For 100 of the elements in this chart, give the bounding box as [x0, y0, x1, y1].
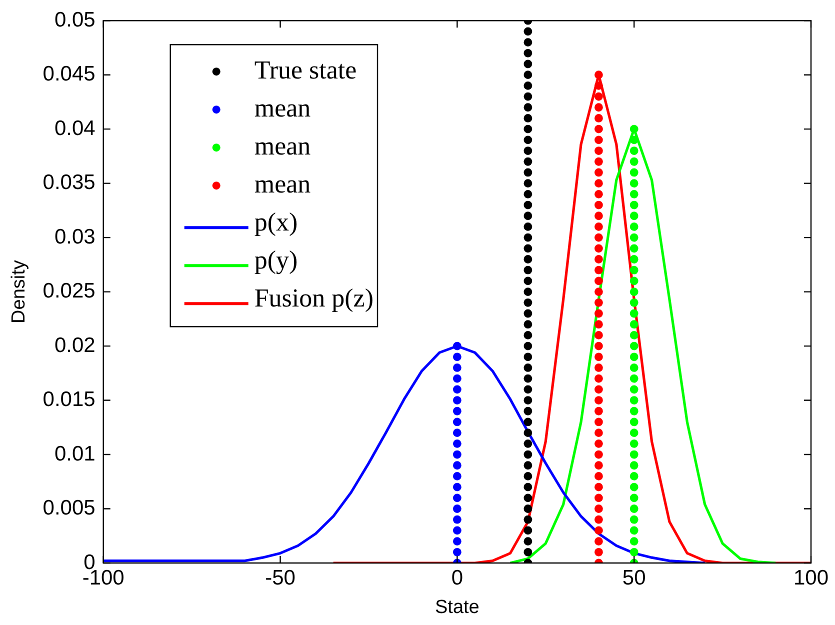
point — [452, 461, 462, 470]
point — [594, 450, 603, 459]
y-tick-label: 0.035 — [42, 171, 96, 194]
point — [594, 418, 603, 426]
point — [630, 288, 638, 296]
point — [630, 515, 638, 524]
y-tick-label: 0.045 — [42, 62, 96, 86]
point — [452, 504, 462, 513]
x-tick-label: 50 — [622, 566, 646, 590]
point — [594, 364, 603, 372]
point — [630, 548, 638, 556]
point — [630, 276, 638, 286]
point — [594, 330, 603, 340]
point — [524, 168, 532, 177]
y-tick-label: 0.01 — [54, 442, 96, 466]
point — [594, 266, 603, 274]
point — [452, 418, 462, 426]
point — [594, 526, 603, 535]
point — [524, 428, 532, 438]
y-tick-label: 0.05 — [54, 8, 96, 32]
point — [524, 385, 532, 394]
point — [524, 352, 532, 362]
point — [594, 136, 603, 144]
point — [594, 320, 603, 329]
point — [594, 179, 603, 188]
point — [524, 103, 532, 112]
point — [630, 537, 638, 546]
point — [594, 352, 603, 362]
point — [524, 450, 532, 459]
point — [630, 461, 638, 470]
point — [452, 374, 462, 383]
point — [524, 472, 532, 480]
point — [524, 342, 532, 350]
point — [524, 276, 532, 286]
point — [594, 374, 603, 383]
point — [594, 212, 603, 220]
point — [594, 504, 603, 513]
x-axis-title: State — [434, 596, 480, 618]
legend-label: mean — [254, 169, 311, 198]
point — [594, 494, 603, 502]
y-tick-label: 0.03 — [54, 225, 96, 248]
point — [630, 482, 638, 492]
legend-label: p(y) — [254, 245, 298, 274]
y-axis-title: Density — [8, 260, 30, 324]
point — [630, 320, 638, 329]
point — [524, 233, 532, 242]
point — [524, 515, 532, 524]
point — [630, 396, 638, 404]
point — [630, 374, 638, 383]
point — [630, 157, 638, 166]
point — [630, 136, 638, 144]
y-tick-label: 0.025 — [42, 280, 96, 303]
point — [524, 70, 532, 80]
point — [630, 212, 638, 220]
point — [524, 255, 532, 264]
point — [524, 330, 532, 340]
point — [452, 450, 462, 459]
point — [594, 222, 603, 231]
point — [630, 472, 638, 480]
point — [452, 439, 462, 448]
point — [452, 406, 462, 416]
legend-label: p(x) — [254, 207, 298, 236]
point — [630, 330, 638, 340]
point — [630, 233, 638, 242]
point — [452, 385, 462, 394]
point — [630, 418, 638, 426]
point — [524, 418, 532, 426]
point — [594, 114, 603, 122]
point — [594, 146, 603, 155]
y-tick-label: 0.005 — [42, 496, 96, 520]
point — [594, 70, 603, 80]
point — [630, 450, 638, 459]
point — [524, 406, 532, 416]
point — [594, 439, 603, 448]
point — [594, 276, 603, 286]
point — [630, 190, 638, 198]
point — [630, 255, 638, 264]
point — [524, 222, 532, 231]
point — [630, 526, 638, 535]
point — [524, 157, 532, 166]
point — [594, 190, 603, 198]
point — [594, 461, 603, 470]
point — [524, 60, 532, 68]
point — [594, 482, 603, 492]
point — [452, 548, 462, 556]
point — [594, 537, 603, 546]
point — [594, 157, 603, 166]
point — [594, 428, 603, 438]
point — [524, 38, 532, 46]
point — [524, 114, 532, 122]
point — [524, 81, 532, 90]
point — [630, 504, 638, 513]
point — [452, 526, 462, 535]
point — [630, 364, 638, 372]
point — [452, 472, 462, 480]
point — [452, 342, 462, 350]
point — [452, 482, 462, 492]
point — [452, 494, 462, 502]
point — [630, 124, 638, 134]
point — [630, 266, 638, 274]
